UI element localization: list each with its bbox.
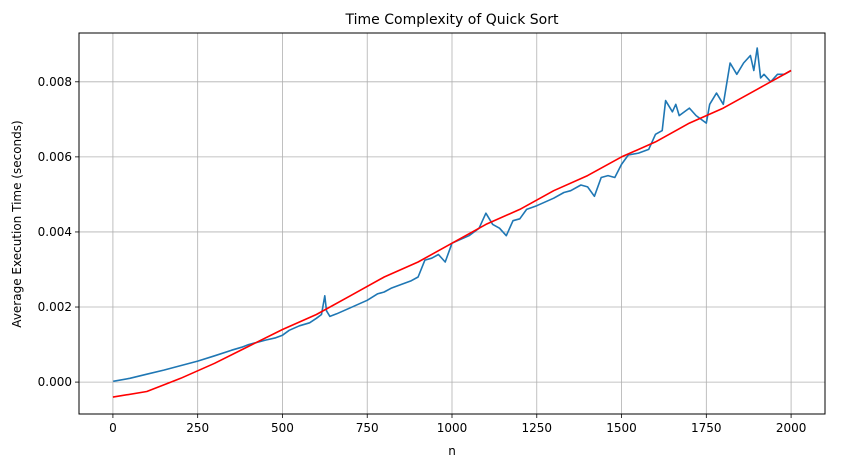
y-tick-label: 0.002 [38, 300, 72, 314]
y-tick-label: 0.006 [38, 150, 72, 164]
y-tick-label: 0.004 [38, 225, 72, 239]
x-tick-label: 750 [356, 421, 379, 435]
x-tick-label: 500 [271, 421, 294, 435]
x-tick-label: 1000 [437, 421, 468, 435]
x-tick-label: 1500 [606, 421, 637, 435]
series-layer [112, 47, 792, 398]
y-tick-label: 0.000 [38, 375, 72, 389]
y-axis-label: Average Execution Time (seconds) [10, 120, 24, 327]
fitted-curve-line [112, 69, 792, 398]
measured-time-line [113, 47, 792, 383]
tick-marks: 0 250 500 750 1000 1250 1500 1750 2000 0.000 0.002… [38, 75, 807, 435]
x-tick-label: 1250 [521, 421, 552, 435]
x-tick-label: 1750 [691, 421, 722, 435]
x-tick-label: 0 [109, 421, 117, 435]
x-tick-label: 250 [186, 421, 209, 435]
grid-lines [79, 33, 825, 414]
y-tick-label: 0.008 [38, 75, 72, 89]
x-tick-label: 2000 [776, 421, 807, 435]
chart-title: Time Complexity of Quick Sort [345, 12, 559, 28]
x-axis-label: n [448, 444, 456, 458]
